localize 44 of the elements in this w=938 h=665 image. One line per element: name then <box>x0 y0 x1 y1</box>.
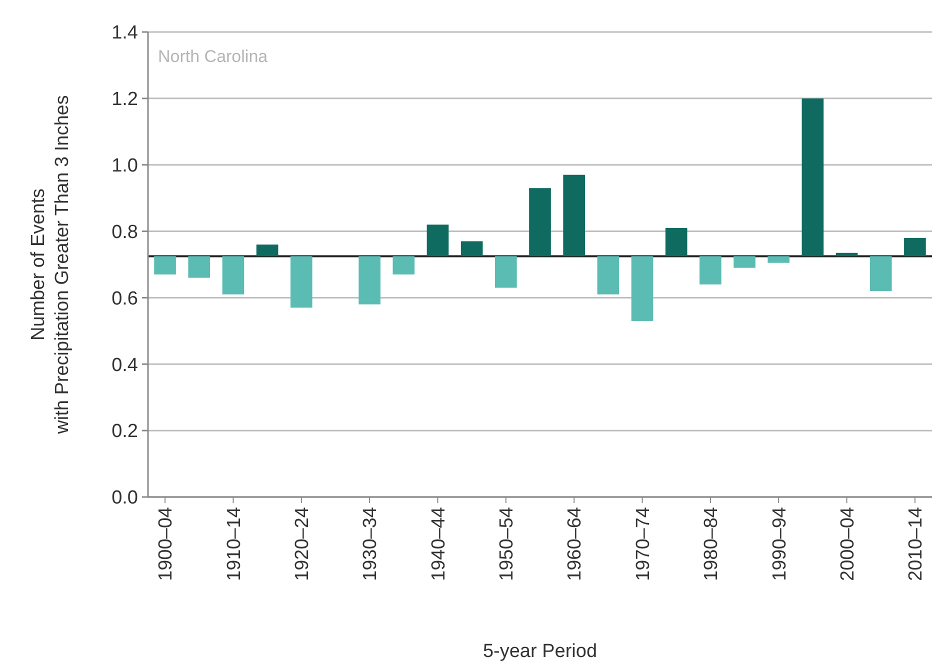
y-tick-label: 0.0 <box>112 488 138 509</box>
bar <box>529 188 551 256</box>
x-tick-label: 1970–74 <box>632 506 654 581</box>
bar <box>665 228 688 256</box>
bar <box>768 256 790 263</box>
bar <box>904 238 926 256</box>
x-tick-label: 1940–44 <box>428 506 450 581</box>
x-tick-label: 2010–14 <box>906 506 927 581</box>
bar <box>460 241 483 256</box>
x-tick-label: 1910–14 <box>224 506 245 581</box>
annotation: North Carolina <box>158 47 268 66</box>
bar <box>392 256 415 274</box>
bar <box>631 256 654 321</box>
y-tick-label: 1.2 <box>112 89 138 110</box>
bar <box>734 256 756 268</box>
bar <box>597 256 620 294</box>
bar <box>563 174 585 256</box>
x-tick-label: 1920–24 <box>292 506 314 581</box>
x-tick-label: 1930–34 <box>360 506 382 581</box>
y-tick-label: 0.6 <box>112 288 138 310</box>
bar <box>426 224 449 256</box>
bar <box>222 256 244 294</box>
x-tick-label: 1950–54 <box>496 506 518 581</box>
x-tick-label: 1990–94 <box>769 506 790 581</box>
y-tick-label: 0.8 <box>112 222 138 243</box>
y-tick-label: 1.4 <box>112 22 138 44</box>
x-tick-label: 1900–04 <box>156 506 177 581</box>
bar <box>290 256 312 308</box>
y-tick-label: 1.0 <box>112 156 138 177</box>
bar <box>700 256 722 284</box>
x-axis-title: 5-year Period <box>482 641 598 662</box>
bar <box>802 98 824 256</box>
bar <box>154 256 176 274</box>
x-tick-label: 1960–64 <box>564 506 586 581</box>
x-tick-label: 2000–04 <box>837 506 858 581</box>
y-axis-title: Number of Events with Precipitation Greater Than 3 Inches <box>28 95 73 435</box>
y-tick-label: 0.4 <box>112 354 138 376</box>
bar <box>358 256 380 304</box>
bar <box>870 256 892 292</box>
bar <box>188 256 210 278</box>
y-tick-label: 0.2 <box>112 421 138 442</box>
bar <box>495 256 517 288</box>
bar <box>256 244 278 256</box>
x-tick-label: 1980–84 <box>701 506 722 581</box>
